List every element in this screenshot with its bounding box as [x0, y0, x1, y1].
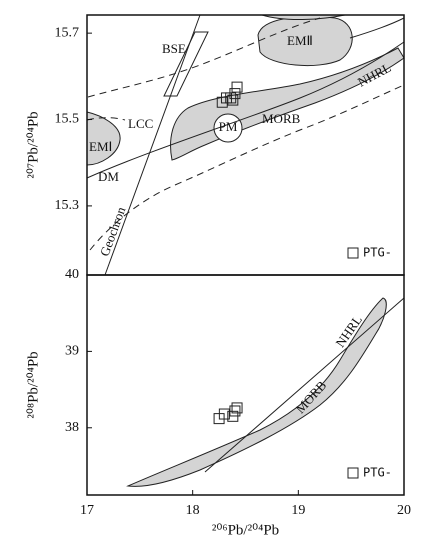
line — [349, 17, 405, 39]
data-point — [218, 408, 230, 420]
legend-label: PTG- — [363, 466, 392, 480]
annotation: EMⅡ — [287, 33, 313, 48]
data-point — [229, 405, 241, 417]
bse-field — [163, 31, 209, 97]
y-tick-label: 15.7 — [55, 25, 80, 40]
data-point — [231, 402, 243, 414]
nhrl-line — [86, 41, 405, 179]
annotation: MORB — [262, 111, 301, 126]
nhrl-line — [204, 297, 405, 473]
morb-field — [126, 297, 387, 487]
legend-marker — [347, 247, 359, 259]
dashed-line — [87, 17, 321, 98]
x-tick-label: 17 — [80, 503, 94, 518]
bottom-fields — [126, 297, 405, 487]
top-fields — [86, 14, 405, 276]
geochron-line — [104, 14, 201, 276]
y-tick-label: 15.5 — [55, 112, 80, 127]
y-tick-label: 38 — [65, 420, 79, 435]
pm-field — [213, 113, 243, 143]
y-axis-label: ²⁰⁷Pb/²⁰⁴Pb — [25, 111, 41, 178]
y-axis-label: ²⁰⁸Pb/²⁰⁴Pb — [25, 351, 41, 418]
data-point — [231, 81, 243, 93]
annotation: Geochron — [97, 204, 129, 258]
annotation: DM — [98, 169, 119, 184]
plot-frame — [86, 274, 405, 496]
x-tick-label: 19 — [291, 503, 305, 518]
plot-frame — [86, 14, 405, 276]
x-axis-label: ²⁰⁶Pb/²⁰⁴Pb — [212, 522, 279, 538]
dashed-line — [89, 84, 405, 251]
x-tick-label: 18 — [186, 503, 200, 518]
annotation: PM — [219, 119, 238, 134]
annotation: LCC — [128, 116, 153, 131]
data-point — [227, 94, 239, 106]
annotation: EMⅠ — [89, 139, 112, 154]
y-tick-label: 39 — [65, 344, 79, 359]
data-point — [216, 96, 228, 108]
data-point — [225, 92, 237, 104]
y-tick-label: 15.3 — [55, 198, 80, 213]
x-tick-label: 20 — [397, 503, 411, 518]
legend-marker — [347, 467, 359, 479]
data-point — [229, 88, 241, 100]
em1-field — [86, 111, 121, 166]
legend-label: PTG- — [363, 246, 392, 260]
annotation: BSE — [162, 41, 186, 56]
y-tick-label: 40 — [65, 267, 79, 282]
